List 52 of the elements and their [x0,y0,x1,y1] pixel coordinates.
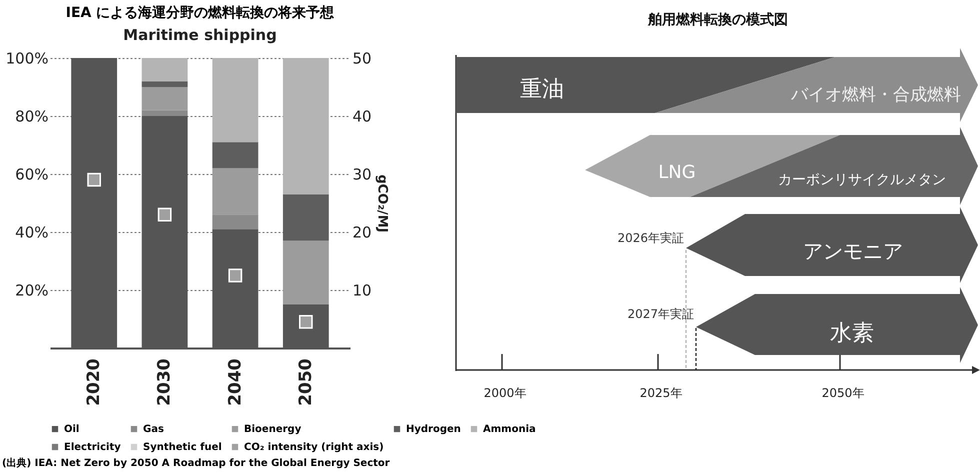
y2-tick-label: 40 [352,108,372,126]
y2-axis-title: gCO₂/MJ [374,174,390,233]
text: 2026年実証 [617,231,684,245]
bar [142,87,188,110]
legend-label: Gas [143,424,164,436]
legend-label: Oil [64,424,80,436]
point [158,208,172,222]
text: 重油 [520,77,564,102]
text: (出典) IEA: Net Zero by 2050 A Roadmap for the Global Energy Sector [2,456,390,470]
text: 2027年実証 [627,307,694,321]
chart-subtitle: Maritime shipping [123,26,277,44]
bar [142,58,188,82]
bar [212,58,258,142]
legend-label: Bioenergy [244,424,302,436]
x-tick-label: 2050 [296,358,316,406]
text: アンモニア [803,239,903,263]
y-tick-label: 60% [15,166,48,184]
chart-title: IEA による海運分野の燃料転換の将来予想 [66,5,336,21]
x-tick-label: 2030 [154,358,175,406]
text: カーボンリサイクルメタン [778,172,946,188]
y2-tick-label: 50 [352,50,372,68]
x-tick-label: 2040 [225,358,246,406]
bar [282,240,329,304]
bar [212,142,258,168]
point [228,268,242,282]
y-tick-label: 40% [15,224,48,242]
y2-tick-label: 20 [352,224,372,242]
bar [212,168,258,215]
text: 舶用燃料転換の模式図 [647,12,788,28]
text: 水素 [830,321,874,346]
y-tick-label: 100% [6,50,48,68]
text: 2025年 [640,386,682,400]
legend-label: Hydrogen [406,424,461,436]
text: 2000年 [484,386,526,400]
y-tick-label: 80% [15,108,48,126]
bar [282,58,329,194]
text: 2050年 [822,386,864,400]
bar [142,81,188,87]
legend-label: Synthetic fuel [143,442,222,453]
y2-tick-label: 30 [352,166,372,184]
point [87,172,101,187]
bar [142,110,188,116]
text: LNG [658,162,696,183]
y2-tick-label: 10 [352,282,372,300]
legend-label: Electricity [64,442,122,453]
legend-label: Ammonia [483,424,536,436]
bar [212,214,258,230]
y-tick-label: 20% [15,282,48,300]
legend-label: CO₂ intensity (right axis) [244,442,384,453]
text: バイオ燃料・合成燃料 [790,85,961,105]
x-tick-label: 2020 [84,358,104,406]
bar [282,194,329,241]
